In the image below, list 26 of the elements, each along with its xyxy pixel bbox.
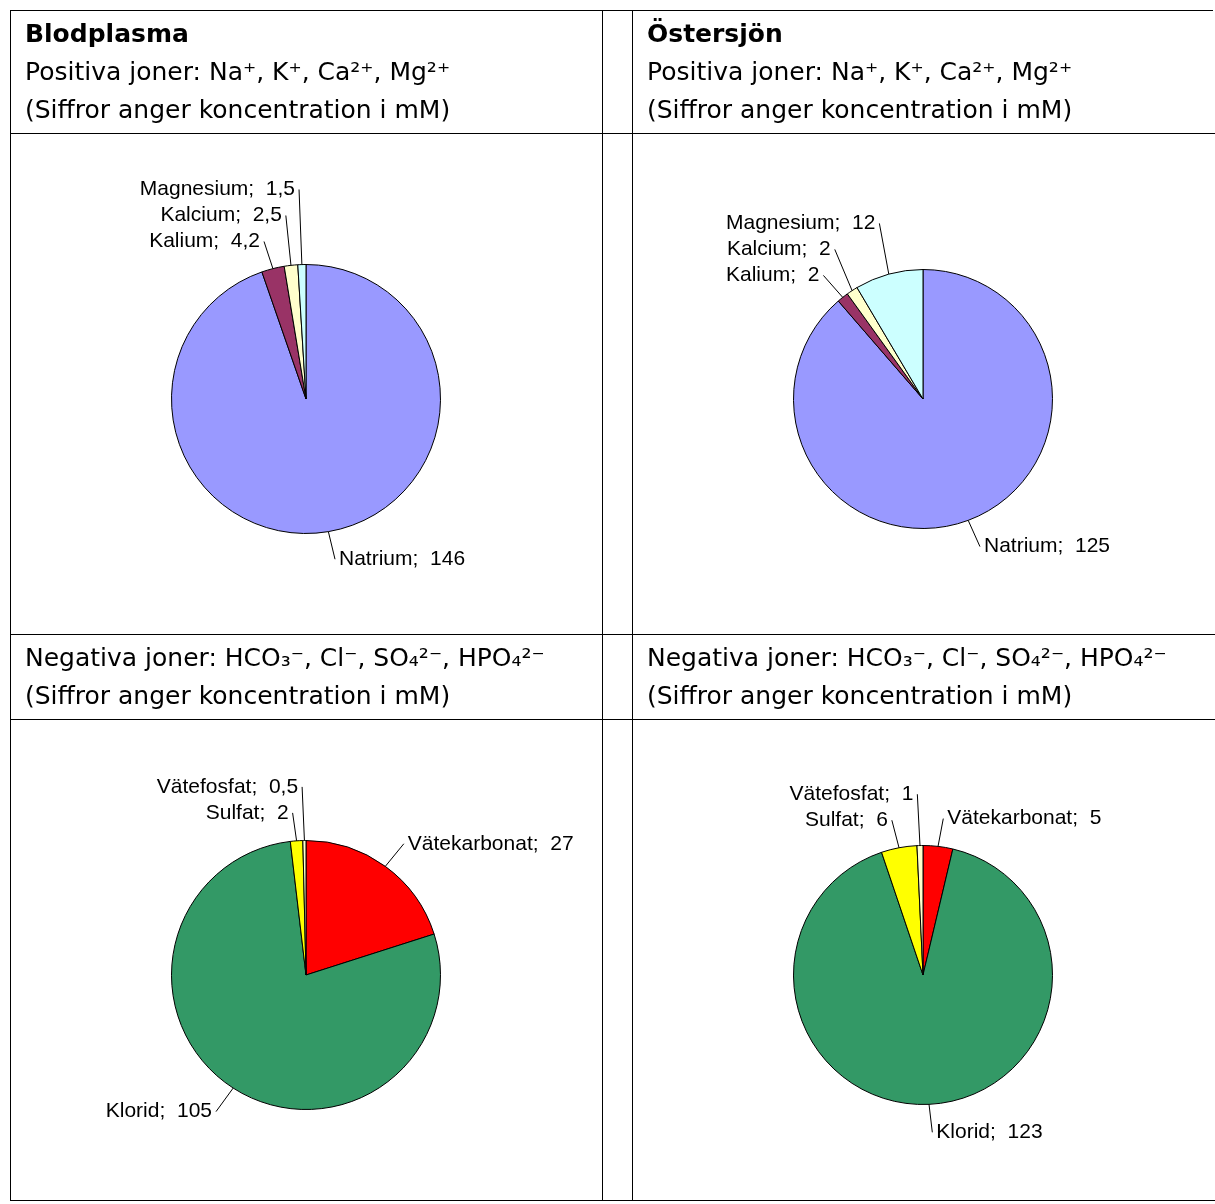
slice-label: Magnesium; 12: [725, 210, 876, 234]
text: (Siffror anger koncentration i mM): [647, 680, 1074, 712]
slice-label: Vätefosfat; 0,5: [156, 773, 299, 797]
slice-label: Natrium; 125: [983, 533, 1111, 557]
text: (Siffror anger koncentration i mM): [25, 680, 452, 712]
slice-label: Klorid; 123: [936, 1119, 1043, 1143]
slice-label: Kalcium; 2,5: [160, 202, 282, 226]
chart-title: Östersjön: [647, 17, 784, 50]
slice-label: Sulfat; 2: [205, 799, 289, 823]
chart-subtitle: Negativa joner: HCO₃⁻, Cl⁻, SO₄²⁻, HPO₄²⁻: [647, 642, 1168, 674]
chart-subtitle: Positiva joner: Na⁺, K⁺, Ca²⁺, Mg²⁺: [25, 56, 452, 88]
chart-subtitle: Positiva joner: Na⁺, K⁺, Ca²⁺, Mg²⁺: [647, 56, 1074, 88]
slice-label: Vätekarbonat; 27: [407, 830, 574, 854]
slice-label: Kalium; 4,2: [149, 228, 261, 252]
slice-label: Kalcium; 2: [726, 236, 831, 260]
text: (Siffror anger koncentration i mM): [25, 94, 452, 126]
slice-label: Klorid; 105: [105, 1098, 212, 1122]
chart-title: Blodplasma: [25, 18, 190, 50]
slice-label: Magnesium; 1,5: [139, 176, 296, 200]
text: (Siffror anger koncentration i mM): [647, 94, 1074, 126]
slice-label: Sulfat; 6: [804, 807, 888, 831]
chart-subtitle: Negativa joner: HCO₃⁻, Cl⁻, SO₄²⁻, HPO₄²⁻: [25, 642, 546, 674]
slice-label: Vätekarbonat; 5: [947, 805, 1102, 829]
slice-label: Vätefosfat; 1: [789, 781, 914, 805]
slice-label: Kalium; 2: [726, 262, 820, 286]
slice-label: Natrium; 146: [339, 546, 466, 570]
